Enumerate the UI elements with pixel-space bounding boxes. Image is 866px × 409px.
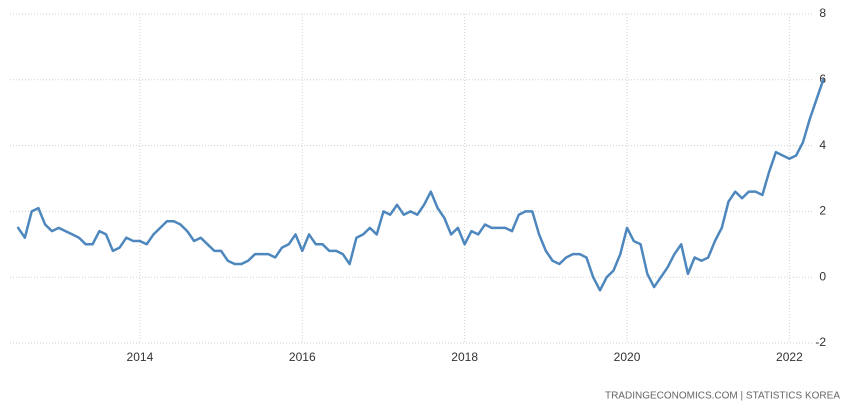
y-tick-label: 8 [819,6,826,20]
y-tick-label: -2 [815,335,826,349]
y-tick-label: 4 [819,138,826,152]
x-tick-label: 2014 [127,350,154,364]
x-tick-label: 2022 [776,350,803,364]
y-tick-label: 0 [819,269,826,283]
x-tick-label: 2020 [614,350,641,364]
source: TRADINGECONOMICS.COM | STATISTICS KOREA [605,391,840,402]
x-tick-label: 2016 [289,350,316,364]
data-line [16,78,825,292]
x-tick-label: 2018 [451,350,478,364]
y-tick-label: 2 [819,204,826,218]
